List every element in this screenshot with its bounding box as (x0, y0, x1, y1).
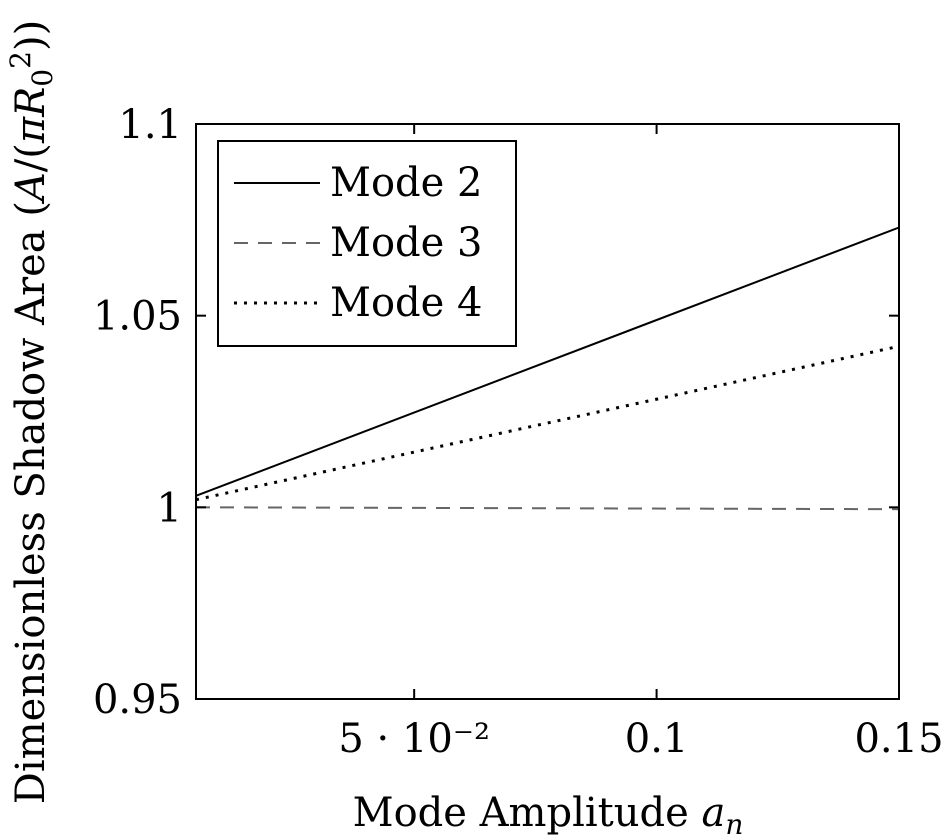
y-tick-label: 0.95 (93, 677, 182, 723)
series-line-mode-4 (195, 344, 900, 502)
legend-label-mode-3: Mode 3 (330, 220, 482, 266)
x-tick-label: 0.15 (854, 716, 943, 762)
y-tick-label: 1 (157, 485, 182, 531)
plot-lines (195, 226, 900, 511)
x-tick-label: 5 · 10⁻² (338, 716, 490, 762)
y-tick-label: 1.1 (118, 102, 182, 148)
x-axis-label: Mode Amplitude an (353, 790, 744, 836)
legend: Mode 2 Mode 3 Mode 4 (217, 140, 517, 347)
x-tick-label: 0.1 (625, 716, 689, 762)
ticks: 5 · 10⁻² 0.1 0.15 0.95 1 1.05 1.1 (93, 102, 944, 762)
series-line-mode-2 (195, 226, 900, 497)
y-tick-label: 1.05 (93, 294, 182, 340)
series-line-mode-3 (195, 506, 900, 511)
legend-label-mode-2: Mode 2 (330, 160, 482, 206)
legend-label-mode-4: Mode 4 (330, 280, 482, 326)
plot-frame (195, 123, 900, 700)
y-axis-label: Dimensionless Shadow Area (A/(πR02)) (4, 20, 59, 804)
